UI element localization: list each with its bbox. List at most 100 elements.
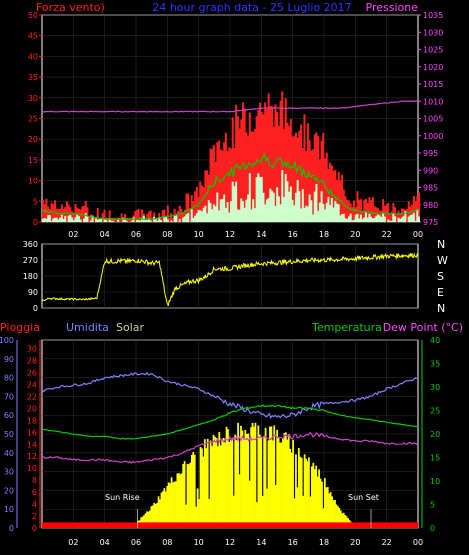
calm-bar	[218, 210, 221, 222]
solar-bar	[257, 425, 260, 528]
calm-bar	[300, 208, 303, 222]
calm-bar	[212, 204, 215, 222]
humidity-tick-label: 80	[4, 374, 14, 383]
gust-bar	[383, 205, 386, 222]
calm-bar	[371, 218, 374, 222]
gust-bar	[301, 148, 304, 222]
gust-bar	[291, 136, 294, 222]
humidity-tick-label: 20	[4, 486, 14, 495]
solar-bar	[261, 496, 264, 528]
panel1-x-tick-label: 10	[194, 230, 204, 239]
calm-bar	[416, 209, 419, 222]
solar-bar	[302, 495, 305, 528]
calm-bar	[325, 202, 328, 222]
gust-bar	[286, 122, 289, 222]
calm-bar	[330, 198, 333, 222]
calm-bar	[409, 215, 412, 222]
gust-bar	[146, 214, 149, 222]
gust-bar	[74, 204, 77, 222]
calm-bar	[202, 207, 205, 222]
solar-bar	[286, 439, 289, 528]
gust-bar	[351, 206, 354, 222]
calm-bar	[110, 220, 113, 222]
solar-bar	[250, 427, 252, 528]
calm-bar	[108, 218, 111, 222]
gust-bar	[371, 197, 374, 222]
rain-tick-label: 0	[32, 524, 37, 533]
calm-bar	[146, 220, 149, 222]
solar-bar	[153, 502, 156, 528]
wind-direction-line	[41, 252, 419, 307]
gust-bar	[418, 192, 421, 222]
calm-bar	[94, 218, 97, 222]
solar-bar	[232, 495, 235, 528]
solar-bar	[310, 466, 313, 528]
solar-bar	[235, 440, 238, 528]
solar-bar	[271, 440, 274, 528]
gust-bar	[235, 104, 238, 222]
panel1-yright-tick-label: 995	[423, 149, 438, 158]
calm-bar	[347, 216, 350, 222]
solar-bar	[290, 452, 293, 528]
solar-bar	[292, 439, 294, 528]
gust-bar	[365, 198, 368, 222]
panel1-x-tick-label: 20	[350, 230, 360, 239]
panel1-yleft-tick-label: 5	[33, 197, 38, 206]
rain-tick-label: 28	[27, 357, 37, 366]
gust-bar	[252, 131, 255, 222]
calm-bar	[407, 216, 410, 222]
rain-title: Pioggia	[0, 321, 40, 334]
gust-bar	[279, 100, 282, 222]
solar-bar	[338, 507, 341, 528]
gust-bar	[281, 91, 284, 222]
gust-bar	[216, 142, 219, 222]
gust-bar	[400, 208, 403, 222]
humidity-title: Umidita	[66, 321, 109, 334]
gust-bar	[206, 170, 209, 222]
solar-bar	[162, 491, 164, 528]
calm-bar	[344, 218, 347, 222]
calm-bar	[230, 201, 233, 222]
calm-bar	[207, 200, 210, 222]
gust-bar	[238, 128, 241, 222]
calm-bar	[368, 213, 371, 222]
calm-bar	[183, 216, 186, 222]
solar-bar	[166, 485, 169, 528]
gust-bar	[55, 208, 58, 222]
gust-bar	[392, 203, 395, 222]
gust-bar	[81, 206, 84, 222]
gust-bar	[88, 215, 91, 222]
calm-bar	[267, 198, 270, 222]
calm-bar	[366, 217, 369, 222]
solar-bar	[279, 442, 281, 528]
calm-bar	[187, 213, 190, 222]
temperature-tick-label: 5	[430, 501, 435, 510]
calm-bar	[392, 213, 395, 222]
solar-bar	[208, 498, 211, 528]
solar-bar	[180, 473, 183, 528]
gust-bar	[315, 132, 318, 222]
calm-bar	[291, 199, 294, 222]
humidity-tick-label: 100	[0, 336, 14, 345]
gust-bar	[409, 206, 412, 222]
gust-bar	[406, 208, 409, 222]
calm-bar	[170, 220, 173, 222]
gust-bar	[354, 207, 357, 222]
solar-bar	[241, 430, 244, 528]
solar-bar	[222, 437, 225, 528]
calm-bar	[294, 192, 297, 222]
panel3-x-tick-label: 12	[225, 538, 235, 547]
gust-bar	[380, 210, 383, 222]
calm-bar	[259, 177, 262, 222]
panel1-yright-tick-label: 985	[423, 184, 438, 193]
gust-bar	[293, 136, 296, 222]
calm-bar	[390, 220, 393, 222]
calm-bar	[240, 198, 243, 222]
rain-tick-label: 8	[32, 476, 37, 485]
calm-bar	[105, 218, 108, 222]
solar-bar	[169, 483, 172, 528]
calm-bar	[375, 215, 378, 222]
compass-label: N	[437, 238, 445, 251]
calm-bar	[248, 173, 251, 222]
solar-bar	[196, 488, 199, 528]
